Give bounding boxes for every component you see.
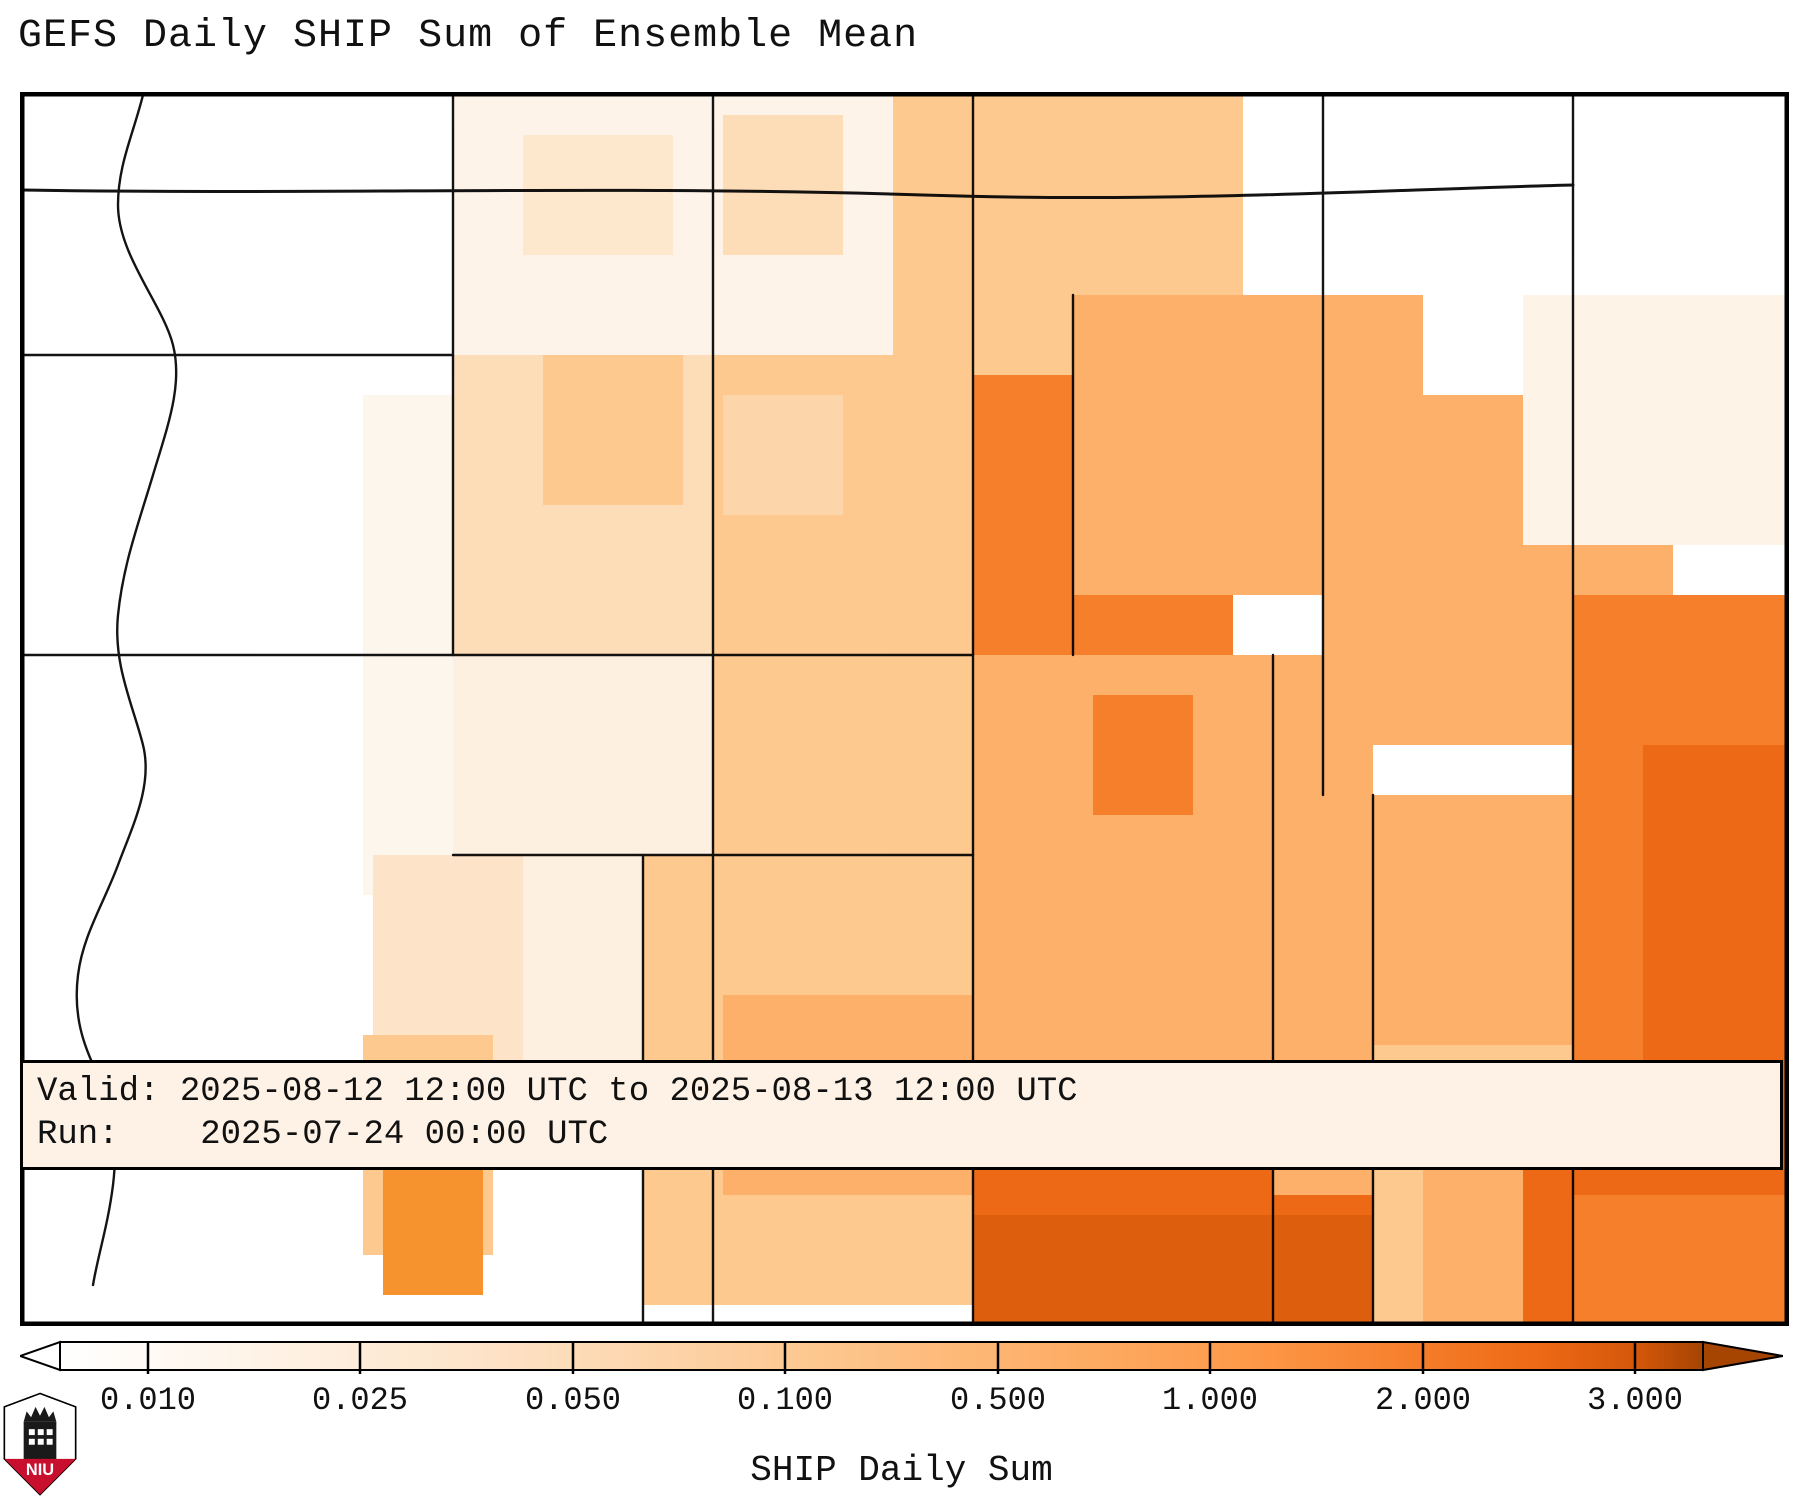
colorbar-axis-title: SHIP Daily Sum <box>0 1450 1803 1491</box>
tick-label-3000: 3.000 <box>1587 1382 1683 1419</box>
colorbar[interactable] <box>20 1338 1783 1374</box>
tick-label-0100: 0.100 <box>737 1382 833 1419</box>
niu-text: NIU <box>26 1461 54 1479</box>
root: GEFS Daily SHIP Sum of Ensemble Mean <box>0 0 1803 1500</box>
tick-label-0025: 0.025 <box>312 1382 408 1419</box>
tick-label-0010: 0.010 <box>100 1382 196 1419</box>
tick-label-1000: 1.000 <box>1162 1382 1258 1419</box>
tick-label-2000: 2.000 <box>1375 1382 1471 1419</box>
tick-label-0050: 0.050 <box>525 1382 621 1419</box>
tick-label-0500: 0.500 <box>950 1382 1046 1419</box>
page-title: GEFS Daily SHIP Sum of Ensemble Mean <box>18 14 918 59</box>
niu-logo: NIU <box>2 1392 78 1496</box>
run-line-label: Run: 2025-07-24 00:00 UTC <box>37 1114 1766 1157</box>
valid-run-info-box: Valid: 2025-08-12 12:00 UTC to 2025-08-1… <box>20 1060 1783 1170</box>
valid-line-label: Valid: 2025-08-12 12:00 UTC to 2025-08-1… <box>37 1071 1766 1114</box>
